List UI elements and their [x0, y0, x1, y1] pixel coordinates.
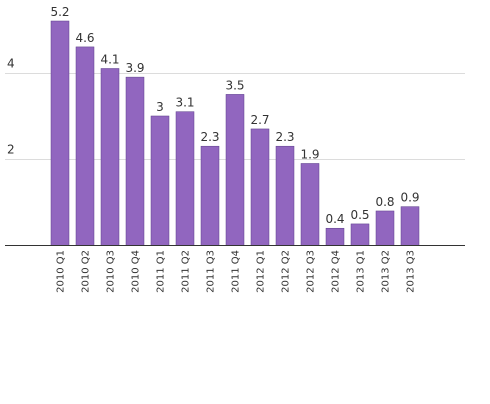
y-tick-label-4: 4 — [7, 57, 15, 71]
x-tick-label-2011-q2: 2011 Q2 — [181, 250, 192, 293]
bar-2010-q1 — [50, 20, 70, 246]
data-label-2010-q3: 4.1 — [100, 52, 119, 66]
data-label-2012-q3: 1.9 — [300, 147, 319, 161]
x-tick-label-2013-q3: 2013 Q3 — [406, 250, 417, 293]
data-label-2012-q2: 2.3 — [275, 130, 294, 144]
data-label-2010-q4: 3.9 — [125, 61, 144, 75]
bar-2013-q2 — [375, 210, 395, 246]
bar-2011-q1 — [150, 115, 170, 246]
x-tick-label-2012-q4: 2012 Q4 — [331, 250, 342, 293]
data-label-2011-q4: 3.5 — [225, 78, 244, 92]
x-axis-ticks: 2010 Q1 2010 Q2 2010 Q3 2010 Q4 2011 Q1 2011 … — [56, 250, 417, 293]
data-label-2010-q1: 5.2 — [50, 5, 69, 19]
data-label-2013-q1: 0.5 — [350, 208, 369, 222]
x-tick-label-2013-q1: 2013 Q1 — [356, 250, 367, 293]
data-label-2011-q2: 3.1 — [175, 96, 194, 110]
bar-2013-q3 — [400, 206, 420, 246]
x-tick-label-2010-q4: 2010 Q4 — [131, 250, 142, 293]
bar-2011-q3 — [200, 145, 220, 246]
bar-2011-q2 — [175, 111, 195, 246]
bar-2012-q3 — [300, 163, 320, 246]
data-label-2012-q4: 0.4 — [325, 212, 344, 226]
x-tick-label-2010-q1: 2010 Q1 — [56, 250, 67, 293]
bar-2013-q1 — [350, 223, 370, 246]
x-tick-label-2012-q3: 2012 Q3 — [306, 250, 317, 293]
y-tick-label-2: 2 — [7, 143, 15, 157]
x-tick-label-2011-q4: 2011 Q4 — [231, 250, 242, 293]
x-tick-label-2012-q2: 2012 Q2 — [281, 250, 292, 293]
data-label-2011-q3: 2.3 — [200, 130, 219, 144]
data-labels: 5.2 4.6 4.1 3.9 3 3.1 2.3 3.5 2.7 2.3 1.9 0.4 0.5 0.8… — [50, 5, 419, 226]
bar-2012-q2 — [275, 145, 295, 246]
y-axis-ticks: 24 — [7, 57, 15, 157]
data-label-2013-q2: 0.8 — [375, 195, 394, 209]
x-tick-label-2010-q2: 2010 Q2 — [81, 250, 92, 293]
bar-2012-q4 — [325, 227, 345, 246]
x-tick-label-2011-q3: 2011 Q3 — [206, 250, 217, 293]
x-tick-label-2013-q2: 2013 Q2 — [381, 250, 392, 293]
bar-2010-q3 — [100, 68, 120, 246]
bar-2010-q2 — [75, 46, 95, 246]
bar-2012-q1 — [250, 128, 270, 246]
data-label-2012-q1: 2.7 — [250, 113, 269, 127]
data-label-2013-q3: 0.9 — [400, 191, 419, 205]
bar-2011-q4 — [225, 94, 245, 246]
data-label-2010-q2: 4.6 — [75, 31, 94, 45]
data-label-2011-q1: 3 — [156, 100, 164, 114]
x-tick-label-2010-q3: 2010 Q3 — [106, 250, 117, 293]
x-tick-label-2011-q1: 2011 Q1 — [156, 250, 167, 293]
x-tick-label-2012-q1: 2012 Q1 — [256, 250, 267, 293]
bar-2010-q4 — [125, 76, 145, 246]
